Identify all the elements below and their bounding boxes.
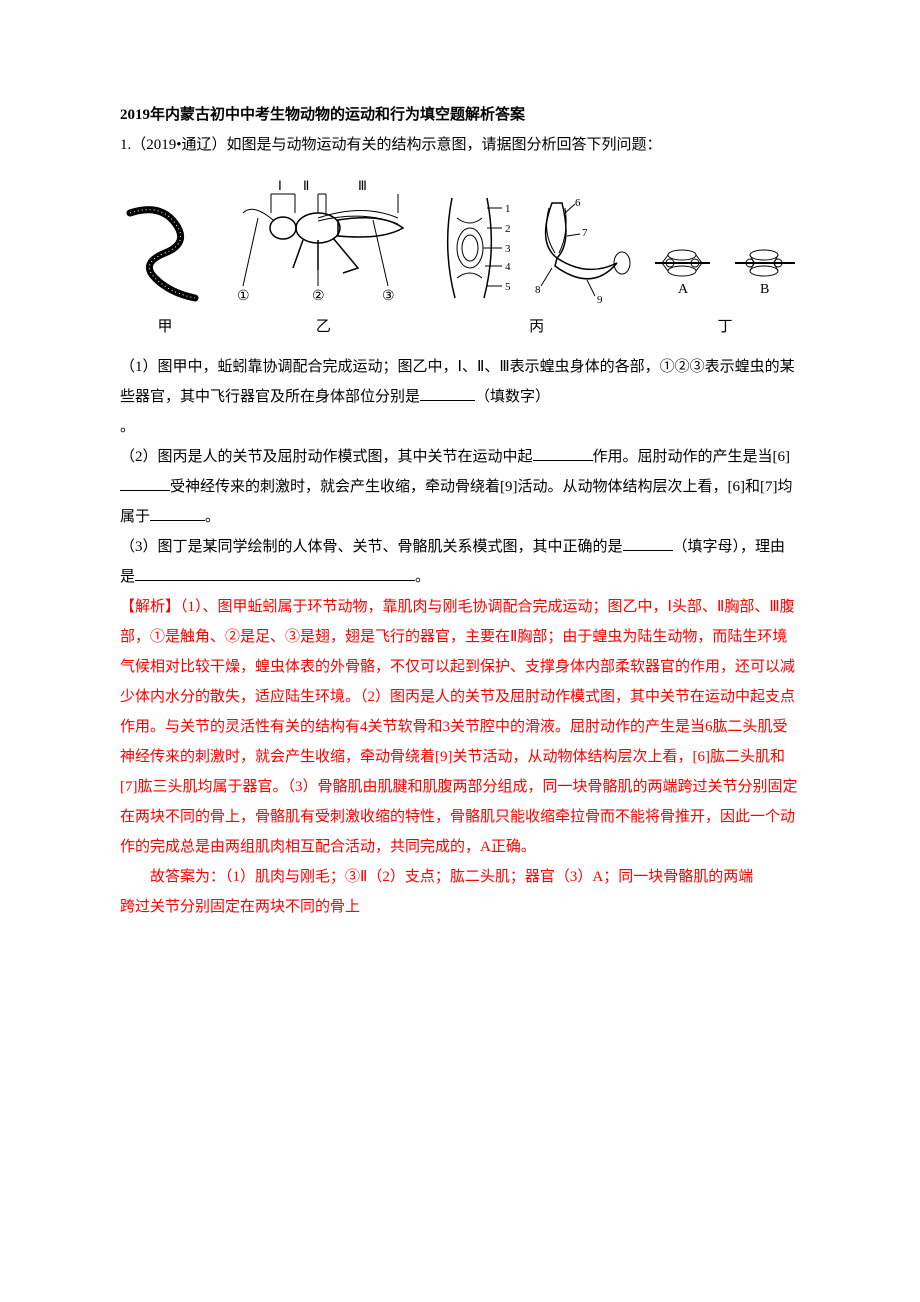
svg-text:6: 6 — [575, 197, 581, 209]
svg-text:Ⅰ: Ⅰ — [278, 178, 282, 193]
analysis-label: 【解析】 — [120, 599, 180, 615]
caption-yi: 乙 — [223, 312, 423, 342]
q2-text-c: 受神经传来的刺激时，就会产生收缩，牵动骨绕着[9]活动。从动物体结构层次上看，[… — [120, 479, 792, 525]
q1-period: 。 — [120, 412, 800, 442]
question-3: （3）图丁是某同学绘制的人体骨、关节、骨骼肌关系模式图，其中正确的是（填字母），… — [120, 532, 800, 592]
svg-text:B: B — [760, 282, 769, 297]
q1-text-a: （1）图甲中，蚯蚓靠 — [120, 359, 263, 375]
caption-bing: 丙 — [437, 312, 637, 342]
svg-text:8: 8 — [535, 284, 541, 296]
blank-3 — [533, 446, 593, 461]
q2-text-b: 作用。屈肘动作的产生是当[6] — [593, 449, 791, 465]
blank-6 — [623, 536, 673, 551]
joint-arm-icon: 1 2 3 4 5 6 7 8 9 — [437, 188, 637, 308]
svg-text:4: 4 — [505, 261, 511, 273]
figure-jia — [120, 198, 210, 308]
svg-text:①: ① — [237, 289, 250, 304]
question-1: （1）图甲中，蚯蚓靠协调配合完成运动；图乙中，Ⅰ、Ⅱ、Ⅲ表示蝗虫身体的各部，①②… — [120, 352, 800, 412]
analysis-body: （1）、图甲蚯蚓属于环节动物，靠肌肉与刚毛协调配合完成运动；图乙中，Ⅰ头部、Ⅱ胸… — [120, 599, 798, 855]
figure-row: Ⅰ Ⅱ Ⅲ — [120, 178, 800, 308]
q3-text-a: （3）图丁是某同学绘制的人体骨、关节、骨骼肌关系模式图，其中正确的是 — [120, 539, 623, 555]
q2-text-d: 。 — [205, 509, 220, 525]
q1-text-c: （填数字） — [475, 389, 550, 405]
document-page: 2019年内蒙古初中中考生物动物的运动和行为填空题解析答案 1.（2019•通辽… — [0, 0, 920, 1302]
answer-line-2: 跨过关节分别固定在两块不同的骨上 — [120, 892, 800, 922]
svg-text:2: 2 — [505, 223, 511, 235]
q3-text-c: 。 — [415, 569, 430, 585]
earthworm-icon — [120, 198, 210, 308]
svg-text:③: ③ — [382, 289, 395, 304]
page-title: 2019年内蒙古初中中考生物动物的运动和行为填空题解析答案 — [120, 100, 800, 130]
bone-model-icon: A B — [650, 238, 800, 308]
figure-captions: 甲 乙 丙 丁 — [120, 312, 800, 342]
figure-bing: 1 2 3 4 5 6 7 8 9 — [437, 188, 637, 308]
caption-jia: 甲 — [120, 312, 210, 342]
svg-text:9: 9 — [597, 294, 603, 306]
svg-text:Ⅲ: Ⅲ — [358, 178, 367, 193]
analysis: 【解析】（1）、图甲蚯蚓属于环节动物，靠肌肉与刚毛协调配合完成运动；图乙中，Ⅰ头… — [120, 592, 800, 862]
svg-text:②: ② — [312, 289, 325, 304]
figure-ding: A B — [650, 238, 800, 308]
svg-text:7: 7 — [582, 227, 588, 239]
svg-text:3: 3 — [505, 243, 511, 255]
blank-4 — [120, 476, 170, 491]
svg-text:1: 1 — [505, 203, 511, 215]
blank-5 — [150, 506, 205, 521]
question-2: （2）图丙是人的关节及屈肘动作模式图，其中关节在运动中起 作用。屈肘动作的产生是当… — [120, 442, 800, 532]
answer-line-1: 故答案为：（1）肌肉与刚毛；③Ⅱ（2）支点；肱二头肌；器官（3）A；同一块骨骼肌… — [120, 862, 800, 892]
figure-yi: Ⅰ Ⅱ Ⅲ — [223, 178, 423, 308]
q2-text-a: （2）图丙是人的关节及屈肘动作模式图，其中关节在运动中起 — [120, 449, 533, 465]
caption-ding: 丁 — [650, 312, 800, 342]
svg-text:A: A — [678, 282, 689, 297]
blank-2 — [420, 386, 475, 401]
svg-text:Ⅱ: Ⅱ — [303, 178, 309, 193]
answer-text-1: 故答案为：（1）肌肉与刚毛；③Ⅱ（2）支点；肱二头肌；器官（3）A；同一块骨骼肌… — [120, 862, 800, 892]
locust-icon: Ⅰ Ⅱ Ⅲ — [223, 178, 423, 308]
question-intro: 1.（2019•通辽）如图是与动物运动有关的结构示意图，请据图分析回答下列问题： — [120, 130, 800, 160]
svg-text:5: 5 — [505, 281, 511, 293]
blank-7 — [135, 566, 415, 581]
